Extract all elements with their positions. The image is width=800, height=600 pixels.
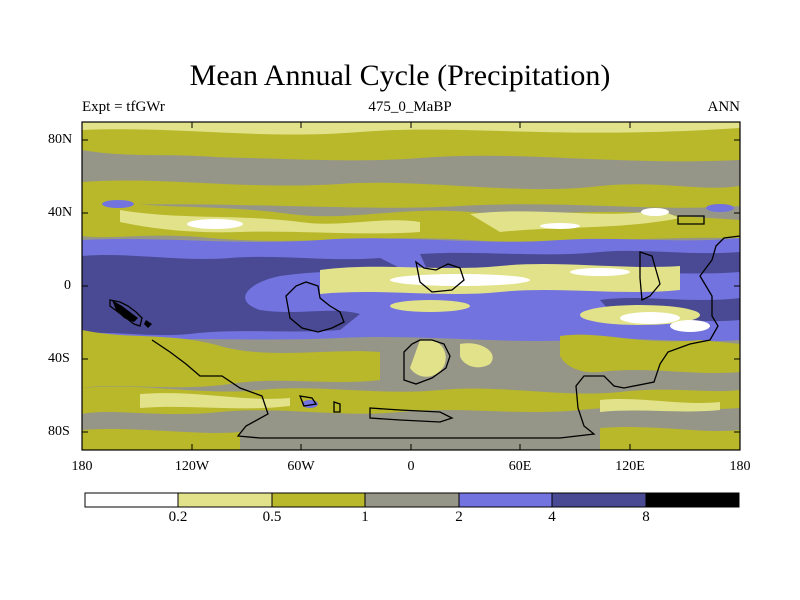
x-tick-label: 180 <box>729 459 751 474</box>
y-tick-label: 80N <box>48 132 73 147</box>
colorbar-label: 0.2 <box>168 509 188 525</box>
x-tick-label: 120W <box>174 459 210 474</box>
colorbar-label: 2 <box>455 509 463 525</box>
x-tick-label: 60W <box>287 459 315 474</box>
colorbar-bin-7 <box>646 493 739 507</box>
season-label: ANN <box>707 99 741 115</box>
axis-ticks <box>81 122 741 450</box>
colorbar-label: 1 <box>361 509 369 525</box>
coastlines <box>109 215 740 439</box>
colorbar-label: 0.5 <box>262 509 282 525</box>
colorbar-bin-3 <box>272 493 365 507</box>
x-tick-label: 60E <box>508 459 532 474</box>
x-tick-label: 0 <box>407 459 415 474</box>
chart-title: Mean Annual Cycle (Precipitation) <box>189 59 611 92</box>
colorbar-bin-6 <box>552 493 646 507</box>
y-tick-label: 40N <box>48 205 73 220</box>
period-label: 475_0_MaBP <box>368 99 452 115</box>
colorbar-bin-1 <box>85 493 178 507</box>
x-tick-label: 180 <box>71 459 93 474</box>
y-tick-label: 40S <box>48 351 70 366</box>
colorbar-bin-5 <box>459 493 552 507</box>
colorbar-label: 4 <box>548 509 556 525</box>
x-tick-label: 120E <box>615 459 645 474</box>
experiment-label: Expt = tfGWr <box>82 99 165 115</box>
colorbar-label: 8 <box>642 509 650 525</box>
y-tick-label: 80S <box>48 424 70 439</box>
colorbar-bin-2 <box>178 493 272 507</box>
colorbar <box>84 492 740 508</box>
colorbar-bin-4 <box>365 493 459 507</box>
y-tick-label: 0 <box>64 278 71 293</box>
